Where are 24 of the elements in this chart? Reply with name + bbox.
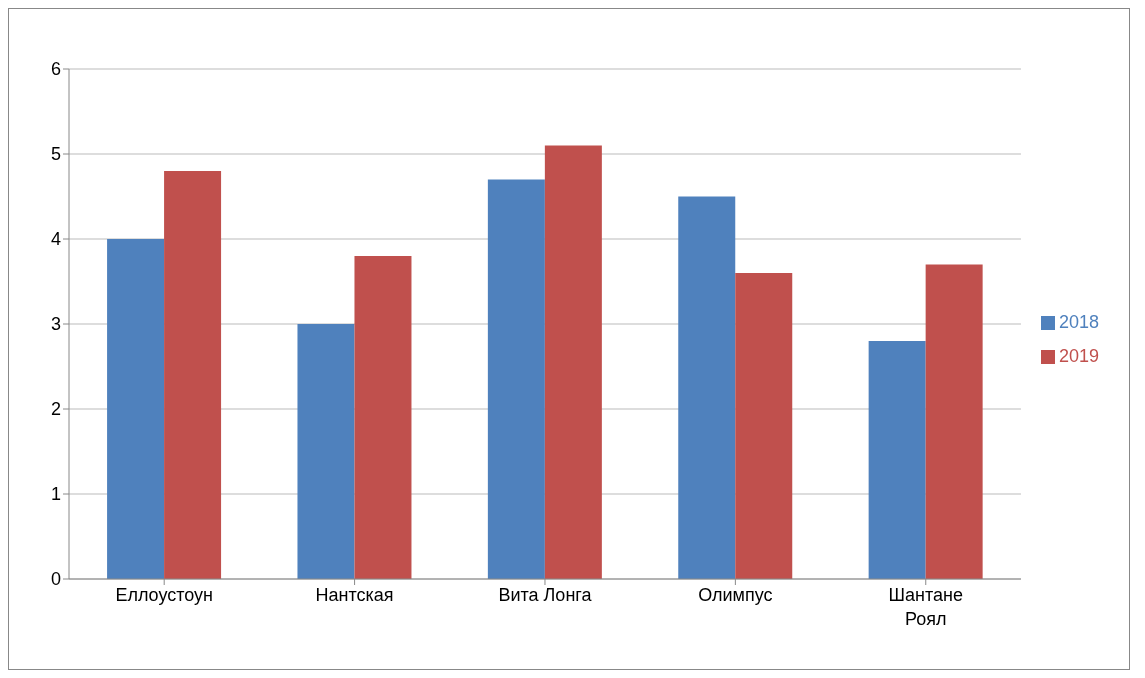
y-tick-label: 2 [50, 399, 61, 420]
bar [678, 196, 736, 579]
bar [107, 239, 165, 579]
bar [868, 341, 926, 579]
y-tick-label: 6 [50, 59, 61, 80]
bar [487, 179, 545, 579]
bar [297, 324, 355, 579]
y-tick-label: 0 [50, 569, 61, 590]
bar [925, 264, 983, 579]
x-tick-label: Шантане Роял [888, 585, 963, 629]
x-tick-label: Нантская [315, 585, 394, 605]
bar [164, 171, 222, 579]
bar [544, 145, 602, 579]
y-tick-label: 4 [50, 229, 61, 250]
x-tick-label: Вита Лонга [498, 585, 593, 605]
y-tick-label: 5 [50, 144, 61, 165]
y-tick-label: 3 [50, 314, 61, 335]
x-tick-label: Олимпус [698, 585, 773, 605]
legend-label: 2018 [1058, 312, 1099, 332]
x-tick-label: Еллоустоун [115, 585, 214, 605]
legend-label: 2019 [1058, 346, 1099, 366]
bar [735, 273, 793, 579]
y-tick-label: 1 [50, 484, 61, 505]
bar [354, 256, 412, 579]
